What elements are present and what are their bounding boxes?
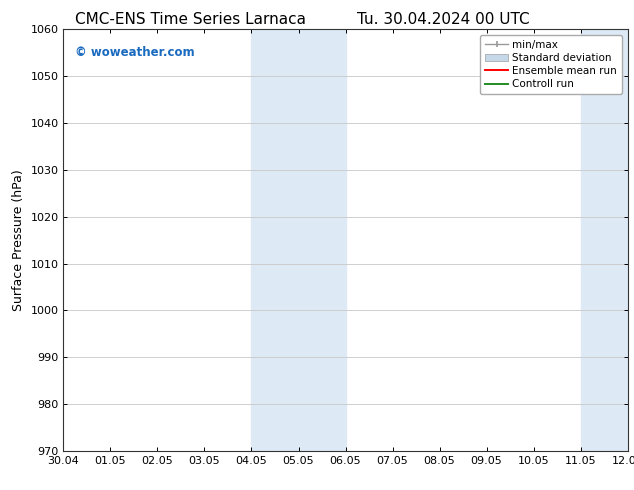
Bar: [581, 29, 634, 451]
Y-axis label: Surface Pressure (hPa): Surface Pressure (hPa): [12, 169, 25, 311]
Bar: [252, 29, 346, 451]
Text: © woweather.com: © woweather.com: [75, 46, 194, 59]
Text: Tu. 30.04.2024 00 UTC: Tu. 30.04.2024 00 UTC: [358, 12, 530, 27]
Legend: min/max, Standard deviation, Ensemble mean run, Controll run: min/max, Standard deviation, Ensemble me…: [480, 35, 623, 95]
Text: CMC-ENS Time Series Larnaca: CMC-ENS Time Series Larnaca: [75, 12, 306, 27]
